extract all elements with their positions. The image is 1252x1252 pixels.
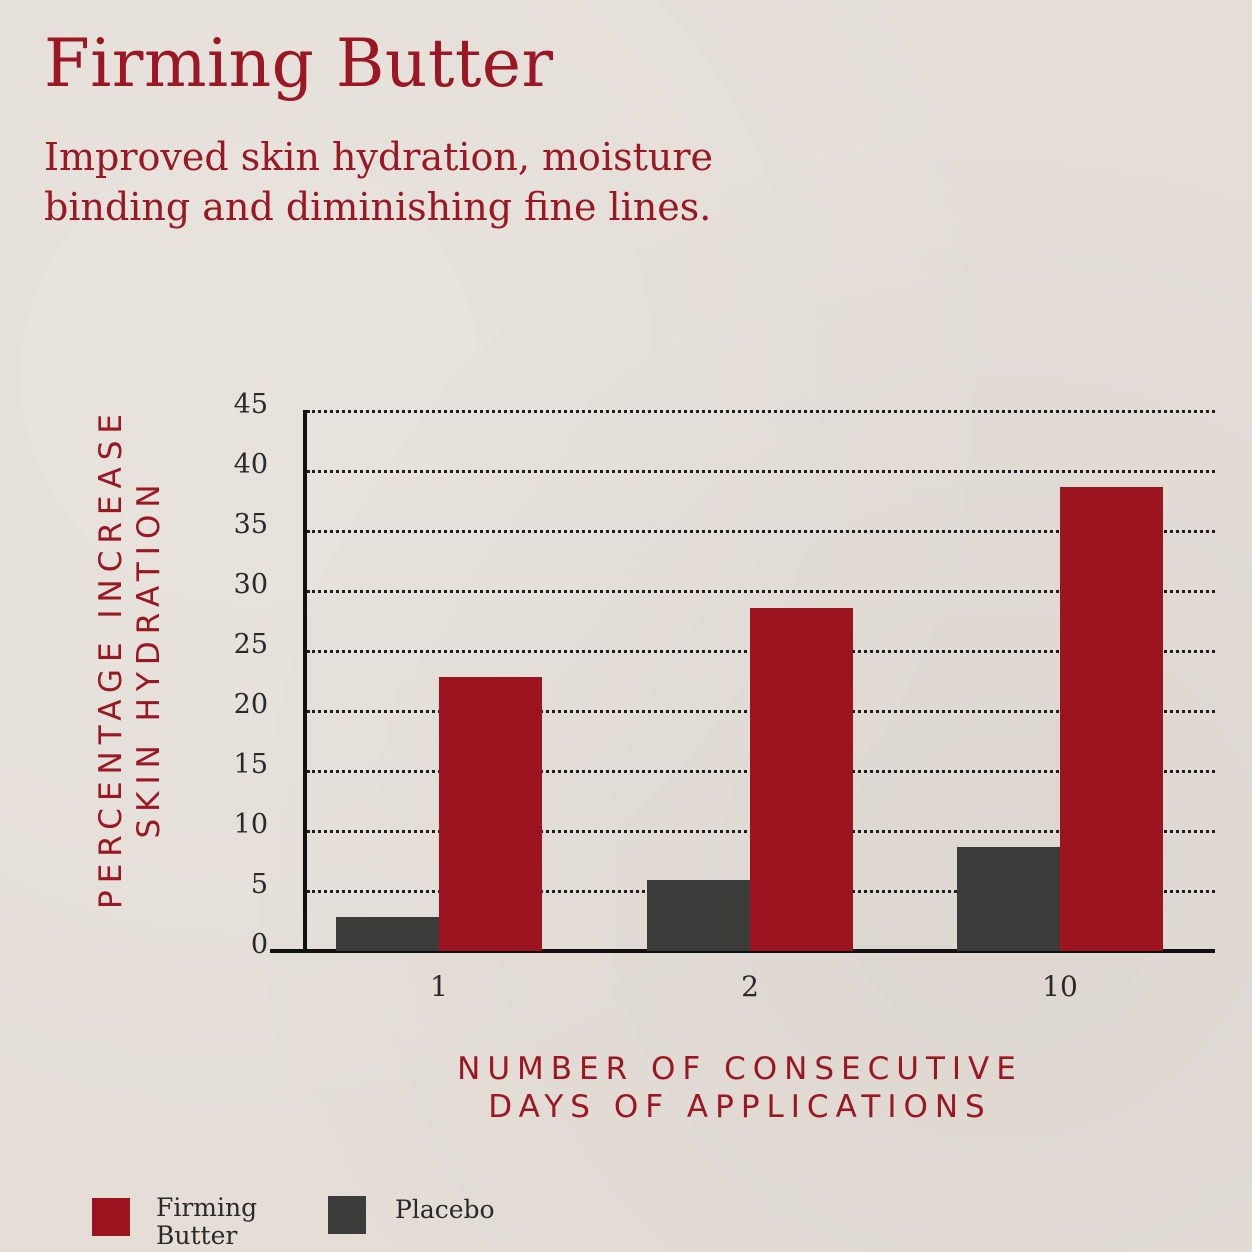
subtitle-line-2: binding and diminishing fine lines.	[44, 185, 712, 229]
legend-swatch-firming-butter	[92, 1198, 130, 1236]
x-tick-label: 2	[741, 970, 759, 1003]
y-tick-label: 45	[233, 389, 268, 420]
gridline	[307, 590, 1215, 593]
x-axis-line	[270, 949, 1215, 953]
x-tick-label: 1	[430, 970, 448, 1003]
bar-placebo	[336, 917, 439, 951]
bar-firming-butter	[439, 677, 542, 951]
x-axis-label-line-1: NUMBER OF CONSECUTIVE	[457, 1051, 1023, 1087]
y-tick-label: 10	[233, 809, 268, 840]
y-axis-label-line-2: SKIN HYDRATION	[131, 477, 167, 839]
gridline	[307, 470, 1215, 473]
x-axis-label-line-2: DAYS OF APPLICATIONS	[488, 1089, 992, 1125]
y-tick-label: 0	[250, 929, 268, 960]
y-axis-label: PERCENTAGE INCREASE SKIN HYDRATION	[92, 348, 168, 968]
y-tick-label: 15	[233, 749, 268, 780]
page-title: Firming Butter	[44, 25, 554, 102]
x-axis-label: NUMBER OF CONSECUTIVE DAYS OF APPLICATIO…	[380, 1050, 1100, 1126]
x-tick-label: 10	[1042, 970, 1078, 1003]
legend-label-firming-butter: Firming Butter	[156, 1193, 258, 1250]
y-tick-label: 30	[233, 569, 268, 600]
legend-label-placebo: Placebo	[395, 1195, 495, 1224]
subtitle-line-1: Improved skin hydration, moisture	[44, 135, 713, 179]
legend-swatch-placebo	[328, 1196, 366, 1234]
subtitle: Improved skin hydration, moisture bindin…	[44, 132, 864, 232]
y-tick-label: 5	[250, 869, 268, 900]
bar-firming-butter	[1060, 486, 1163, 951]
y-axis-label-line-1: PERCENTAGE INCREASE	[93, 407, 129, 909]
bar-placebo	[647, 880, 750, 951]
gridline	[307, 410, 1215, 413]
y-axis-line	[303, 410, 307, 952]
y-tick-label: 35	[233, 509, 268, 540]
gridline	[307, 530, 1215, 533]
bar-placebo	[957, 846, 1060, 951]
y-tick-label: 40	[233, 449, 268, 480]
bar-firming-butter	[750, 607, 853, 951]
y-tick-label: 25	[233, 629, 268, 660]
y-tick-label: 20	[233, 689, 268, 720]
